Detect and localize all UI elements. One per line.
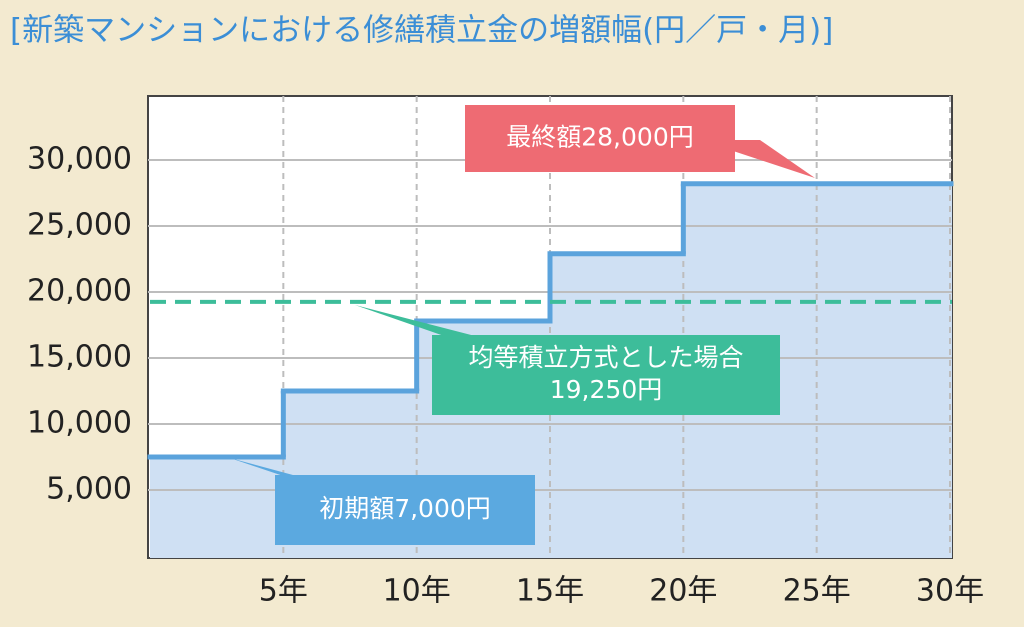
x-tick-label: 20年	[649, 574, 717, 609]
x-tick-label: 15年	[516, 574, 584, 609]
callout-text: 最終額28,000円	[506, 123, 693, 152]
y-tick-label: 15,000	[27, 340, 132, 375]
callout-text: 初期額7,000円	[319, 494, 491, 523]
callout-text: 19,250円	[550, 375, 662, 404]
x-tick-label: 5年	[259, 574, 308, 609]
x-tick-label: 25年	[783, 574, 851, 609]
y-tick-label: 25,000	[27, 208, 132, 243]
chart-title: [新築マンションにおける修繕積立金の増額幅(円／戸・月)]	[10, 13, 833, 49]
callout-box	[432, 335, 780, 415]
callout-text: 均等積立方式とした場合	[468, 343, 743, 372]
y-tick-label: 5,000	[46, 472, 132, 507]
y-tick-label: 30,000	[27, 142, 132, 177]
x-tick-label: 30年	[916, 574, 984, 609]
y-tick-label: 20,000	[27, 274, 132, 309]
callout-box	[275, 475, 535, 545]
callout-box	[465, 105, 735, 172]
y-tick-label: 10,000	[27, 406, 132, 441]
x-tick-label: 10年	[383, 574, 451, 609]
